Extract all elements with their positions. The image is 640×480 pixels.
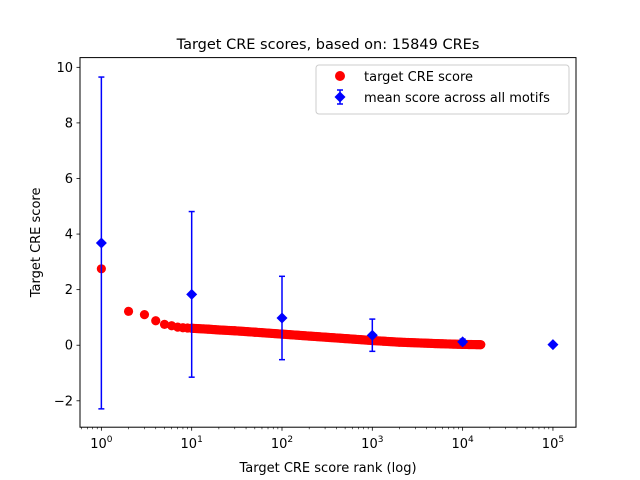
data-point-target-cre-score	[230, 326, 240, 336]
data-point-mean-score	[95, 237, 107, 249]
data-point-target-cre-score	[250, 327, 260, 337]
y-tick-label: 2	[65, 283, 73, 298]
data-point-target-cre-score	[214, 325, 224, 335]
y-axis-ticks: −2 0 2 4 6 8 10	[54, 61, 80, 409]
data-point-target-cre-score	[430, 338, 441, 349]
y-axis-label: Target CRE score	[29, 188, 44, 299]
data-point-mean-score	[457, 336, 469, 348]
data-point-target-cre-score	[476, 340, 486, 350]
legend-label-mean-score: mean score across all motifs	[364, 91, 550, 106]
legend-frame	[315, 64, 570, 115]
y-tick-label: 6	[65, 172, 73, 187]
chart-title: Target CRE scores, based on: 15849 CREs	[176, 37, 480, 53]
data-point-target-cre-score	[202, 324, 213, 334]
y-tick-label: −2	[54, 394, 73, 409]
legend: target CRE score mean score across all m…	[315, 64, 570, 115]
data-point-target-cre-score	[139, 310, 150, 320]
data-point-target-cre-score	[123, 306, 134, 316]
y-tick-label: 0	[65, 339, 73, 354]
legend-marker-target-cre-score	[335, 71, 345, 81]
x-axis-label: Target CRE score rank (log)	[238, 461, 416, 476]
legend-marker-mean-score	[334, 91, 346, 103]
y-tick-label: 4	[65, 228, 73, 243]
data-point-mean-score	[366, 329, 378, 341]
series-mean-score	[95, 76, 559, 410]
data-point-mean-score	[186, 288, 198, 300]
y-tick-label: 10	[56, 61, 73, 76]
data-point-target-cre-score	[151, 316, 161, 326]
data-point-target-cre-score	[304, 331, 314, 341]
data-point-target-cre-score	[394, 337, 405, 347]
legend-label-target-cre-score: target CRE score	[364, 70, 473, 85]
y-tick-label: 8	[65, 116, 73, 131]
data-point-mean-score	[276, 312, 288, 324]
data-point-target-cre-score	[159, 319, 170, 329]
axes-frame	[79, 57, 577, 428]
data-point-mean-score	[547, 339, 559, 351]
series-target-cre-score	[96, 264, 486, 350]
data-point-target-cre-score	[340, 333, 350, 344]
